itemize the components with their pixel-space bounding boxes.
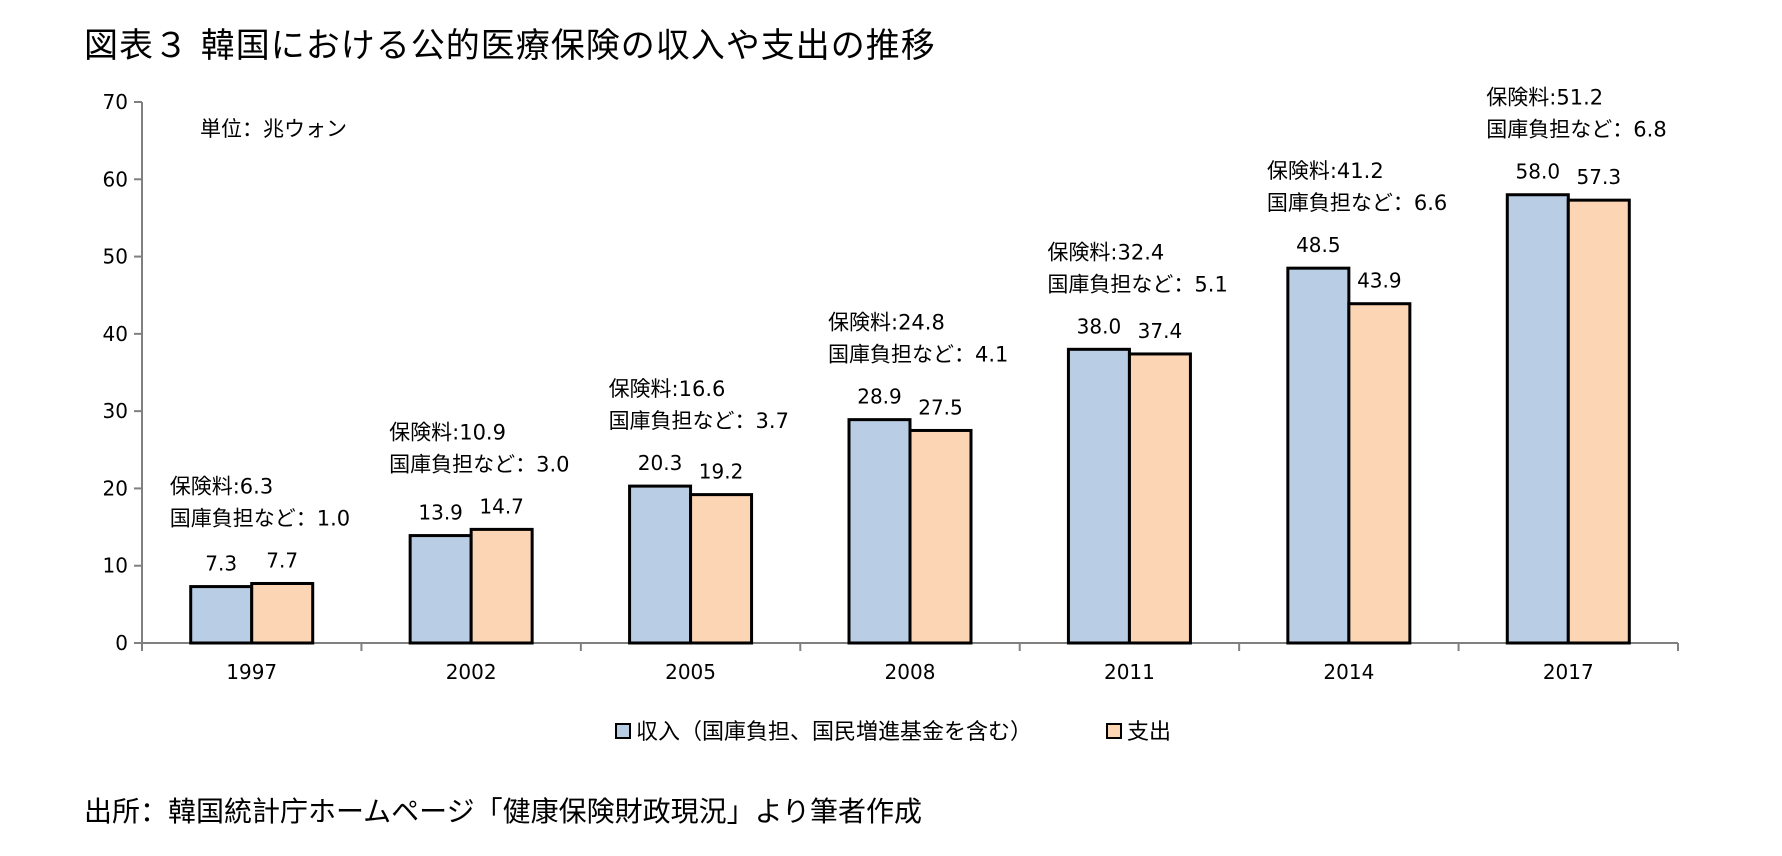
subsidy-annotation: 国庫負担など：5.1: [1047, 272, 1227, 296]
expense-value-label: 43.9: [1357, 269, 1402, 293]
income-bar: [1286, 266, 1351, 645]
x-tick-label: 2002: [446, 660, 497, 684]
subsidy-annotation: 国庫負担など：3.0: [389, 452, 569, 476]
expense-bar: [1347, 302, 1412, 645]
x-tick-label: 2011: [1104, 660, 1155, 684]
subsidy-annotation: 国庫負担など：1.0: [170, 506, 350, 530]
income-value-label: 13.9: [418, 501, 463, 525]
y-tick-label: 10: [103, 554, 128, 578]
y-tick-label: 0: [115, 631, 128, 655]
income-value-label: 7.3: [205, 552, 237, 576]
x-tick-label: 2008: [885, 660, 936, 684]
income-value-label: 38.0: [1077, 314, 1122, 338]
expense-bar: [689, 493, 754, 645]
legend-label-expense: 支出: [1127, 720, 1171, 745]
income-bar: [189, 585, 254, 645]
x-tick-label: 2017: [1543, 660, 1594, 684]
y-tick-label: 60: [103, 167, 128, 191]
income-bar: [628, 484, 693, 645]
source-note: 出所：韓国統計庁ホームページ「健康保険財政現況」より筆者作成: [84, 795, 923, 828]
premium-annotation: 保険料:41.2: [1267, 159, 1384, 183]
income-value-label: 58.0: [1516, 160, 1561, 184]
expense-bar: [1566, 198, 1631, 645]
x-tick-label: 1997: [226, 660, 277, 684]
expense-value-label: 57.3: [1577, 165, 1622, 189]
income-value-label: 28.9: [857, 385, 902, 409]
legend-swatch-income: [615, 723, 631, 739]
income-bar: [1066, 347, 1131, 645]
premium-annotation: 保険料:51.2: [1486, 86, 1603, 110]
premium-annotation: 保険料:6.3: [170, 474, 273, 498]
unit-note: 単位：兆ウォン: [200, 117, 347, 141]
bar-chart: 0 10 20 30 40 50 60 70 1997 7.3 7.7 保険料:6.3 国庫負担など：1…: [103, 86, 1679, 745]
x-tick-label: 2005: [665, 660, 716, 684]
chart-title: 図表３ 韓国における公的医療保険の収入や支出の推移: [84, 26, 936, 66]
subsidy-annotation: 国庫負担など：3.7: [609, 409, 789, 433]
expense-value-label: 19.2: [699, 460, 744, 484]
income-bar: [408, 534, 473, 645]
y-tick-label: 20: [103, 476, 128, 500]
subsidy-annotation: 国庫負担など：6.6: [1267, 191, 1447, 215]
expense-bar: [908, 428, 973, 645]
income-bar: [847, 418, 912, 645]
premium-annotation: 保険料:24.8: [828, 311, 945, 335]
y-tick-label: 40: [103, 322, 128, 346]
x-tick-label: 2014: [1323, 660, 1374, 684]
expense-bar: [1127, 352, 1192, 645]
y-tick-label: 70: [103, 90, 128, 114]
income-bar: [1505, 193, 1570, 645]
expense-value-label: 14.7: [479, 494, 524, 518]
expense-bar: [250, 581, 315, 645]
y-tick-label: 30: [103, 399, 128, 423]
expense-bar: [469, 527, 534, 645]
y-tick-label: 50: [103, 245, 128, 269]
expense-value-label: 37.4: [1138, 319, 1183, 343]
legend-swatch-expense: [1106, 723, 1122, 739]
premium-annotation: 保険料:32.4: [1047, 240, 1164, 264]
premium-annotation: 保険料:10.9: [389, 420, 506, 444]
expense-value-label: 7.7: [266, 548, 298, 572]
expense-value-label: 27.5: [918, 395, 963, 419]
subsidy-annotation: 国庫負担など：6.8: [1486, 118, 1666, 142]
legend-label-income: 収入（国庫負担、国民増進基金を含む）: [636, 720, 1032, 745]
income-value-label: 20.3: [638, 451, 683, 475]
income-value-label: 48.5: [1296, 233, 1341, 257]
subsidy-annotation: 国庫負担など：4.1: [828, 343, 1008, 367]
premium-annotation: 保険料:16.6: [609, 377, 726, 401]
